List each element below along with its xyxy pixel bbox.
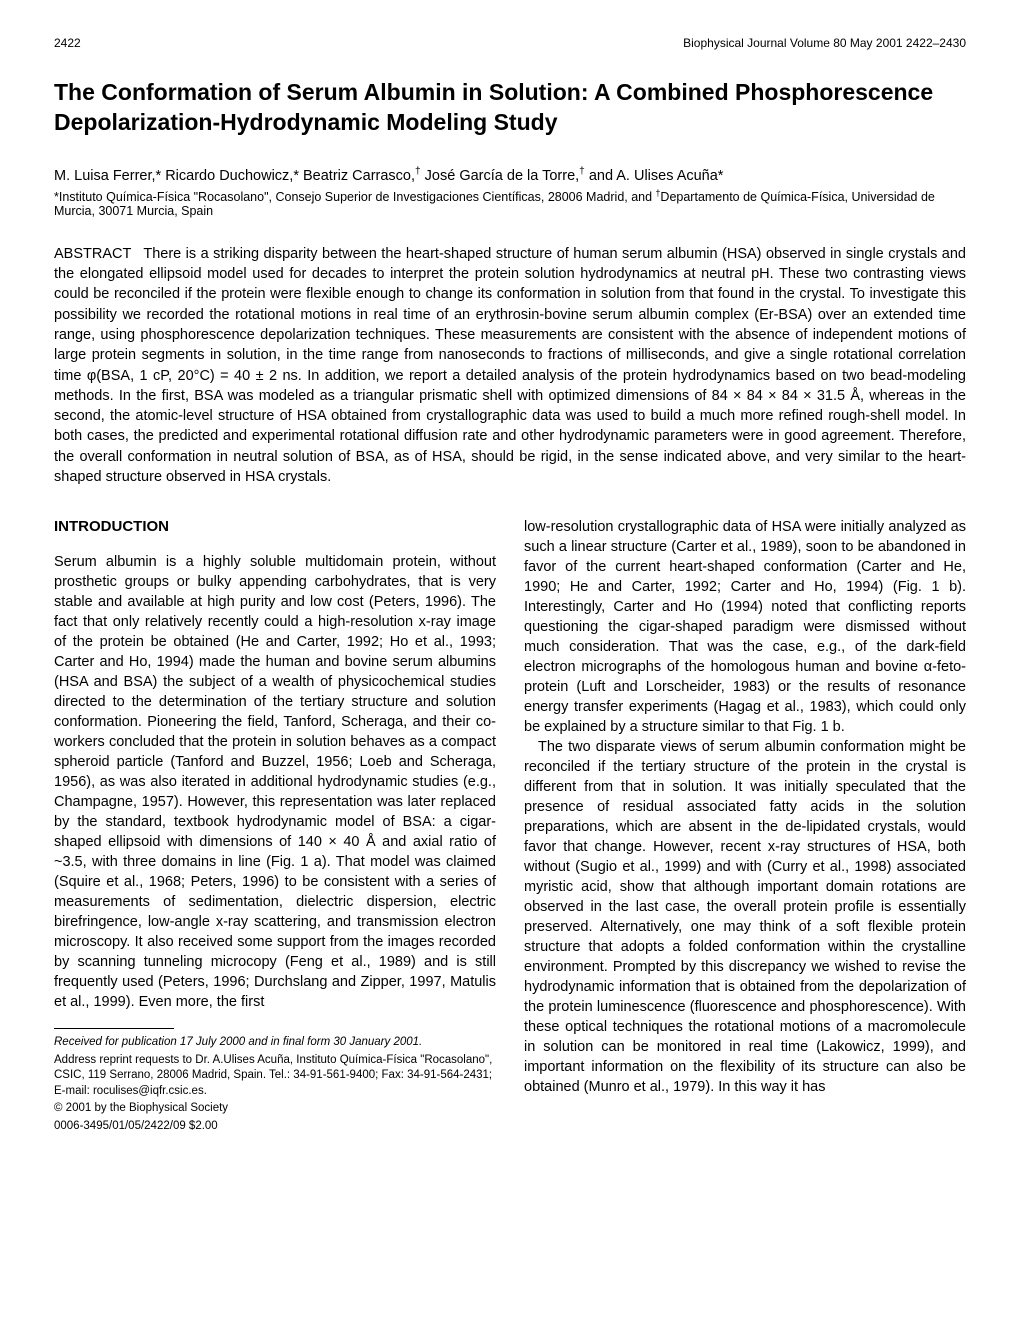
section-heading-introduction: INTRODUCTION: [54, 517, 496, 538]
footnote-separator: [54, 1028, 174, 1029]
left-column: INTRODUCTION Serum albumin is a highly s…: [54, 517, 496, 1134]
abstract: ABSTRACTThere is a striking disparity be…: [54, 244, 966, 488]
footnote-copyright: © 2001 by the Biophysical Society: [54, 1101, 496, 1117]
intro-paragraph-1-cont: low-resolution crystallographic data of …: [524, 517, 966, 737]
two-column-body: INTRODUCTION Serum albumin is a highly s…: [54, 517, 966, 1134]
running-header: 2422 Biophysical Journal Volume 80 May 2…: [54, 36, 966, 50]
affiliations: *Instituto Química-Física "Rocasolano", …: [54, 188, 966, 218]
journal-info: Biophysical Journal Volume 80 May 2001 2…: [683, 36, 966, 50]
abstract-text: There is a striking disparity between th…: [54, 246, 966, 485]
page-number: 2422: [54, 36, 81, 50]
intro-paragraph-1: Serum albumin is a highly soluble multid…: [54, 552, 496, 1012]
footnote-code: 0006-3495/01/05/2422/09 $2.00: [54, 1119, 496, 1135]
right-column: low-resolution crystallographic data of …: [524, 517, 966, 1134]
abstract-label: ABSTRACT: [54, 246, 131, 262]
footnote-address: Address reprint requests to Dr. A.Ulises…: [54, 1053, 496, 1100]
intro-paragraph-2: The two disparate views of serum albumin…: [524, 737, 966, 1097]
footnote-received: Received for publication 17 July 2000 an…: [54, 1035, 496, 1051]
authors-line: M. Luisa Ferrer,* Ricardo Duchowicz,* Be…: [54, 166, 966, 184]
article-title: The Conformation of Serum Albumin in Sol…: [54, 78, 966, 138]
